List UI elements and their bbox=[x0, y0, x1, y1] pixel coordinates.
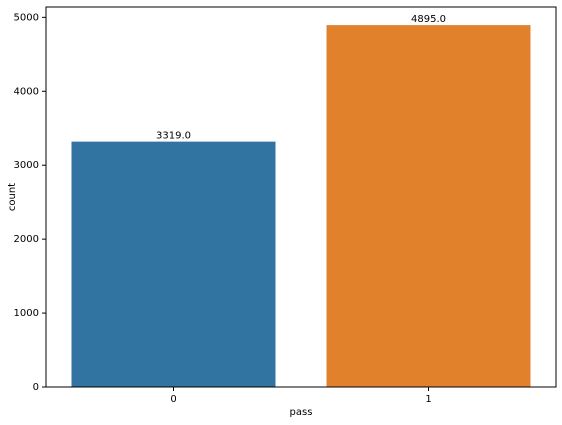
bar bbox=[326, 25, 531, 387]
y-tick-label: 3000 bbox=[14, 160, 39, 171]
x-axis-label: pass bbox=[290, 407, 313, 418]
y-tick-label: 1000 bbox=[14, 308, 39, 319]
y-tick-label: 2000 bbox=[14, 234, 39, 245]
y-tick-label: 5000 bbox=[14, 12, 39, 23]
bar bbox=[71, 141, 276, 387]
y-tick-label: 0 bbox=[33, 382, 39, 393]
data-label: 4895.0 bbox=[411, 14, 446, 25]
axes-frame bbox=[45, 6, 557, 388]
y-axis-label: count bbox=[7, 183, 18, 211]
data-label: 3319.0 bbox=[156, 131, 191, 142]
x-tick-label: 1 bbox=[425, 394, 431, 405]
x-tick-label: 0 bbox=[170, 394, 176, 405]
y-tick-label: 4000 bbox=[14, 86, 39, 97]
